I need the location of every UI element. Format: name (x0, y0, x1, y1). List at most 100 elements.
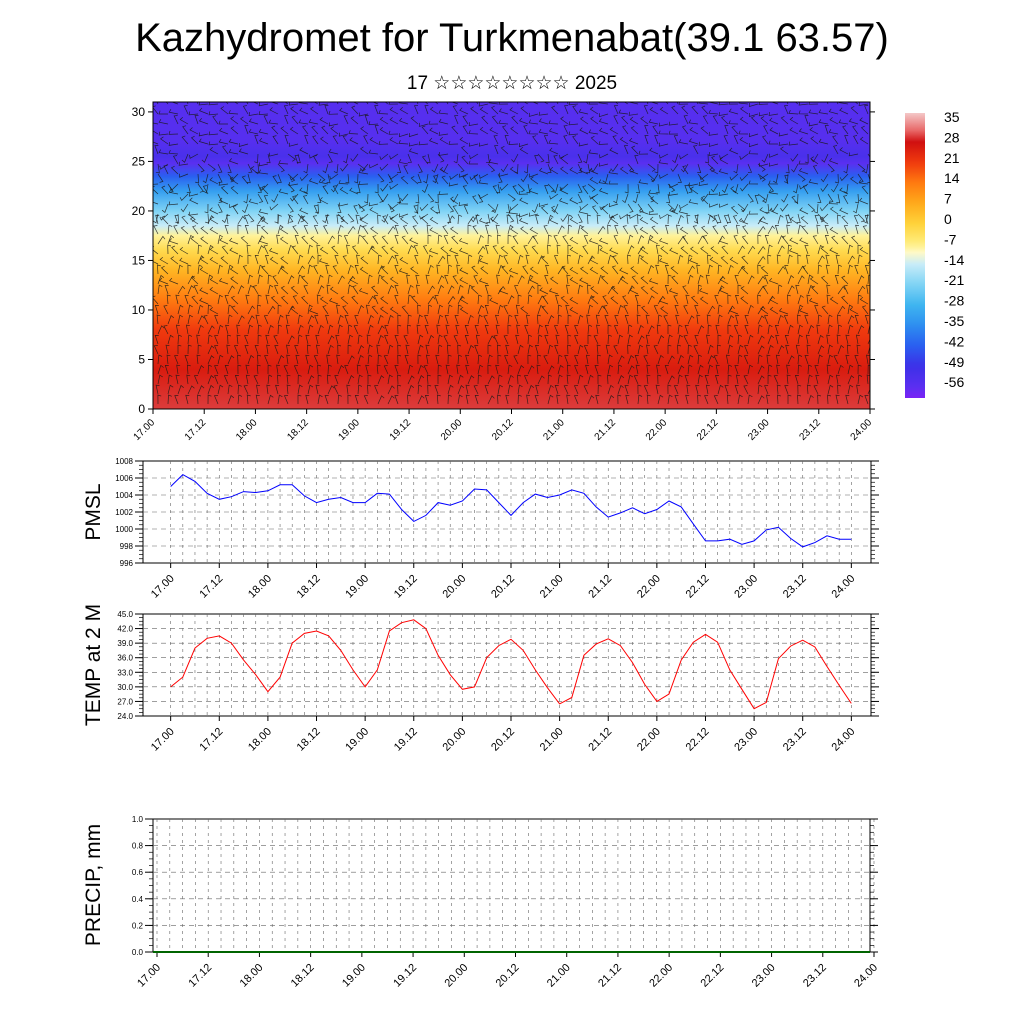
wind-barb (347, 375, 355, 385)
wind-barb (329, 297, 339, 305)
temp-panel: 24.027.030.033.036.039.042.045.017.00 17.… (82, 604, 879, 754)
wind-barb (787, 355, 795, 365)
wind-barb (207, 394, 212, 405)
wind-barb (837, 305, 846, 315)
wind-barb (627, 245, 635, 255)
wind-barb (421, 183, 429, 193)
wind-barb (817, 345, 825, 355)
wind-barb (622, 193, 629, 204)
wind-barb (269, 203, 279, 211)
wind-barb (492, 245, 499, 255)
wind-barb (207, 334, 213, 345)
wind-barb (757, 384, 763, 395)
colorbar-label: 21 (944, 150, 960, 166)
wind-barb (797, 354, 803, 365)
colorbar-label: 0 (944, 211, 952, 227)
wind-barb (247, 354, 255, 365)
wind-barb (294, 235, 299, 245)
wind-barb (804, 315, 809, 325)
wind-barb (609, 126, 619, 135)
wind-barb (352, 102, 359, 105)
wind-barb (687, 183, 693, 193)
wind-barb (408, 142, 419, 147)
colorbar-label: 28 (944, 129, 960, 145)
wind-barb (607, 254, 614, 265)
wind-barb (564, 105, 569, 115)
wind-barb (719, 277, 729, 285)
wind-barb (325, 214, 330, 225)
wind-barb (778, 132, 789, 137)
wind-barb (507, 295, 515, 305)
wind-barb (607, 354, 613, 365)
wind-barb (447, 285, 455, 295)
wind-barb (687, 344, 692, 355)
wind-barb (327, 385, 335, 395)
wind-barb (214, 335, 219, 345)
wind-barb (717, 285, 725, 295)
colorbar-label: -35 (944, 313, 964, 329)
wind-barb (187, 285, 195, 295)
wind-barb (415, 193, 420, 204)
wind-barb (583, 235, 589, 245)
wind-barb (637, 254, 643, 265)
wind-barb (209, 277, 219, 285)
wind-barb (640, 116, 649, 125)
wind-barb (569, 216, 579, 225)
wind-barb (807, 394, 814, 405)
wind-barb (597, 244, 603, 255)
wind-barb (340, 295, 349, 305)
wind-barb (597, 225, 606, 235)
wind-barb (277, 394, 283, 405)
wind-barb (638, 179, 649, 185)
wind-barb (707, 324, 712, 335)
wind-barb (394, 225, 399, 235)
wind-barb (780, 203, 789, 212)
wind-barb (579, 127, 589, 135)
wind-barb (710, 246, 719, 255)
wind-barb (377, 325, 385, 335)
wind-barb (335, 334, 340, 345)
wind-barb (237, 254, 243, 265)
wind-barb (844, 135, 849, 145)
wind-barb (749, 133, 759, 138)
wind-barb (588, 129, 599, 135)
wind-barb (426, 374, 431, 385)
wind-barb (317, 364, 322, 375)
wind-barb (588, 238, 599, 245)
wind-barb (421, 155, 429, 165)
wind-barb (491, 105, 499, 115)
wind-barb (774, 325, 779, 335)
wind-barb (447, 203, 455, 213)
wind-barb (620, 276, 629, 285)
wind-barb (587, 255, 595, 265)
wind-barb (649, 147, 659, 155)
wind-barb (839, 187, 849, 195)
y-tick-label: 0.2 (132, 921, 144, 930)
wind-barb (237, 384, 242, 395)
wind-barb (167, 374, 173, 385)
wind-barb (465, 384, 470, 395)
wind-barb (245, 364, 250, 375)
wind-barb (399, 213, 409, 218)
wind-barb (537, 153, 545, 163)
wind-barb (594, 365, 599, 375)
wind-barb (747, 304, 754, 315)
wind-barb (337, 324, 343, 335)
wind-barb (348, 130, 359, 135)
wind-barb (658, 122, 669, 127)
wind-barb (301, 275, 309, 285)
wind-barb (864, 105, 869, 115)
wind-barb (644, 125, 649, 135)
wind-barb (419, 213, 429, 220)
wind-barb (158, 119, 169, 125)
wind-barb (457, 374, 464, 385)
wind-barb (417, 395, 425, 405)
wind-barb (187, 314, 193, 325)
temperature-field (153, 102, 870, 409)
wind-barb (824, 225, 829, 235)
wind-barb (601, 275, 609, 285)
wind-barb (569, 167, 579, 175)
wind-barb (367, 245, 375, 255)
wind-barb (158, 110, 168, 115)
